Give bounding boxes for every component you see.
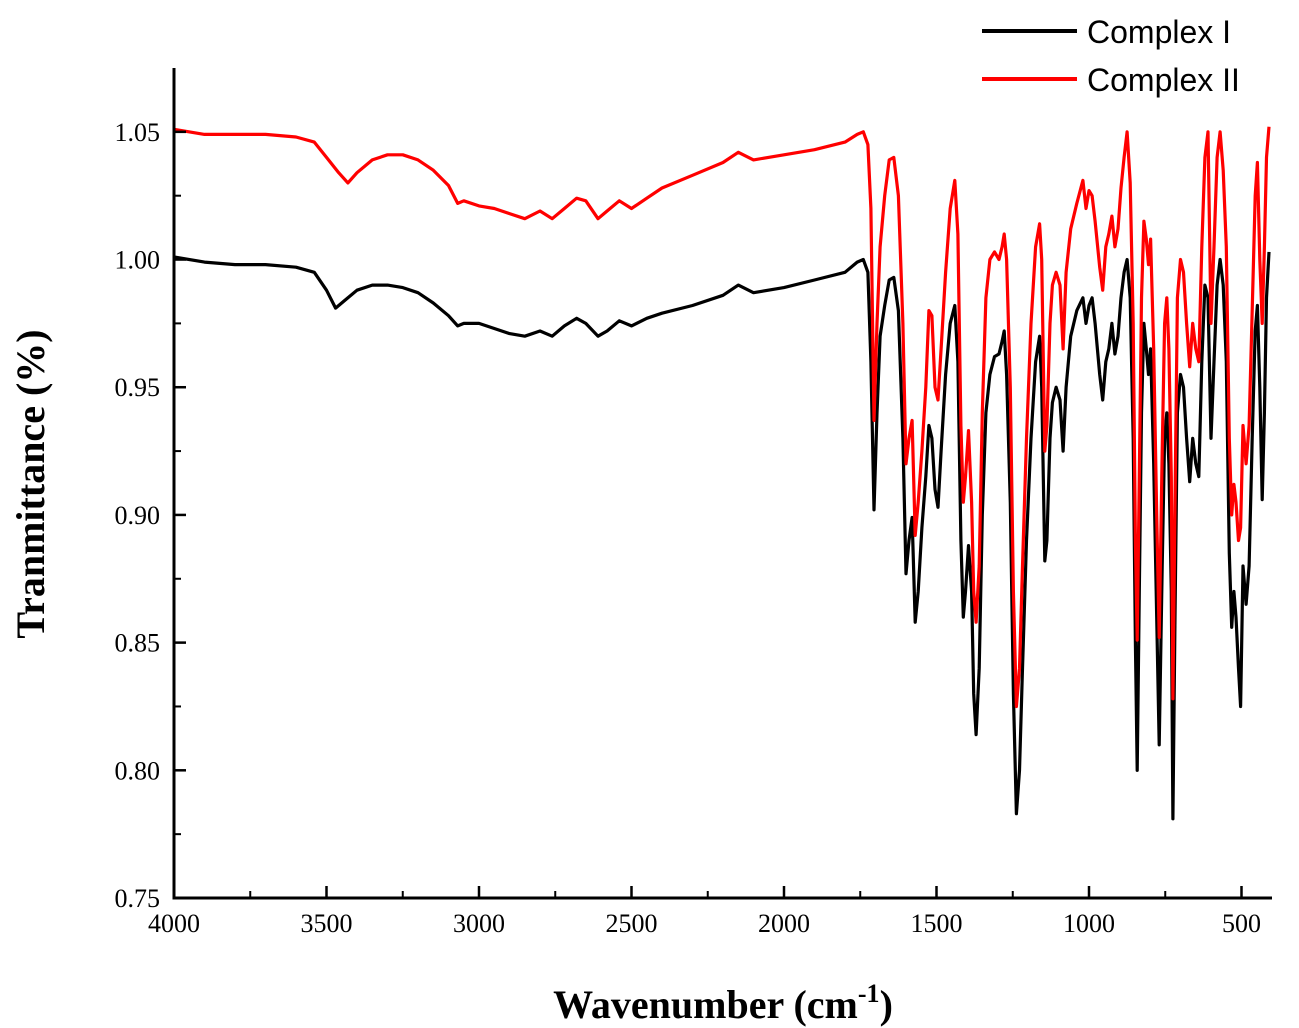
y-tick-label-0.95: 0.95 [115,373,161,402]
series-line-complex-ii [173,126,1271,709]
x-tick-label-1000: 1000 [1063,909,1115,938]
x-axis-title-main: Wavenumber (cm [553,982,858,1027]
y-tick-label-0.85: 0.85 [115,629,161,658]
x-tick-label-2000: 2000 [758,909,810,938]
legend-label-complex-i: Complex I [1087,14,1231,50]
x-tick-label-500: 500 [1222,909,1261,938]
y-tick-label-1.05: 1.05 [115,118,161,147]
series-line-complex-i [173,251,1271,821]
legend-label-complex-ii: Complex II [1087,62,1240,98]
x-tick-label-2500: 2500 [606,909,658,938]
x-tick-label-3000: 3000 [453,909,505,938]
y-tick-label-0.75: 0.75 [115,884,161,913]
y-tick-label-1.00: 1.00 [115,246,161,275]
x-axis-title-close: ) [880,982,893,1027]
x-tick-label-4000: 4000 [148,909,200,938]
x-tick-label-3500: 3500 [301,909,353,938]
series-layer [173,126,1271,821]
ticks-layer: 4000 3500 3000 2500 2000 1500 1000 500 0.75 0.80 0… [115,118,1262,938]
y-tick-label-0.90: 0.90 [115,501,161,530]
x-tick-label-1500: 1500 [911,909,963,938]
y-tick-label-0.80: 0.80 [115,756,161,785]
x-axis-title: Wavenumber (cm-1) [553,979,893,1027]
legend: Complex I Complex II [982,14,1240,98]
y-axis-title: Tranmittance (%) [8,329,53,638]
x-axis-title-superscript: -1 [858,979,880,1008]
